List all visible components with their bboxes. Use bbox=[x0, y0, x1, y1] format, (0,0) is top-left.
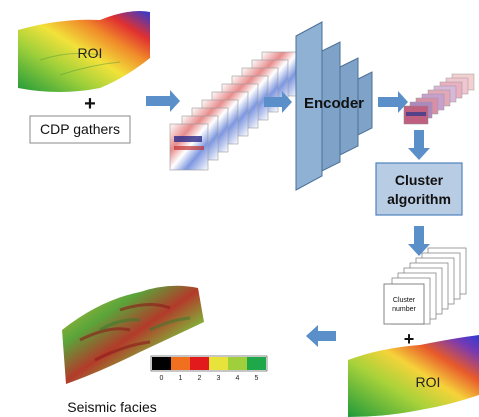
facies-legend-tick-label: 1 bbox=[179, 375, 183, 382]
roi-top-label: ROI bbox=[78, 45, 103, 61]
arrow-to-cluster-numbers bbox=[408, 226, 430, 256]
facies-legend-tick-label: 0 bbox=[160, 375, 164, 382]
cluster-number-stack bbox=[383, 247, 467, 325]
facies-legend-swatch bbox=[190, 357, 209, 370]
feature-map-stack bbox=[403, 73, 475, 125]
plus-top: + bbox=[84, 93, 96, 115]
cluster-algorithm-label-line2: algorithm bbox=[387, 191, 451, 207]
facies-legend-ticks: 0 1 2 3 4 5 bbox=[160, 375, 259, 382]
facies-legend-swatch bbox=[209, 357, 228, 370]
arrow-to-facies bbox=[306, 325, 336, 347]
arrow-to-encoder bbox=[264, 91, 292, 113]
cluster-number-label-line1: Cluster bbox=[393, 297, 416, 304]
encoder-label: Encoder bbox=[304, 95, 364, 112]
arrow-to-cluster bbox=[408, 130, 430, 160]
facies-legend-tick-label: 3 bbox=[217, 375, 221, 382]
facies-legend-swatch bbox=[247, 357, 266, 370]
facies-legend-tick-label: 4 bbox=[236, 375, 240, 382]
facies-legend-swatch bbox=[228, 357, 247, 370]
encoder-block bbox=[295, 21, 373, 191]
seismic-facies-label: Seismic facies bbox=[67, 399, 156, 415]
facies-legend-swatch bbox=[152, 357, 171, 370]
facies-legend-tick-label: 2 bbox=[198, 375, 202, 382]
cluster-algorithm-box bbox=[375, 162, 463, 216]
gather-image-stack bbox=[169, 51, 299, 171]
plus-bottom: + bbox=[404, 329, 415, 349]
arrow-to-gathers bbox=[146, 90, 180, 112]
facies-legend-swatch bbox=[171, 357, 190, 370]
cdp-gathers-box bbox=[29, 115, 131, 144]
facies-legend-tick-label: 5 bbox=[255, 375, 259, 382]
cdp-gathers-label: CDP gathers bbox=[40, 121, 120, 137]
roi-bottom-surface bbox=[348, 335, 479, 417]
roi-top-surface bbox=[18, 11, 150, 92]
roi-bottom-label: ROI bbox=[416, 374, 441, 390]
seismic-facies-surface bbox=[62, 285, 204, 384]
cluster-algorithm-label-line1: Cluster bbox=[395, 172, 444, 188]
cluster-number-label-line2: number bbox=[392, 306, 416, 313]
arrow-to-features bbox=[378, 91, 408, 113]
facies-legend bbox=[150, 355, 268, 372]
